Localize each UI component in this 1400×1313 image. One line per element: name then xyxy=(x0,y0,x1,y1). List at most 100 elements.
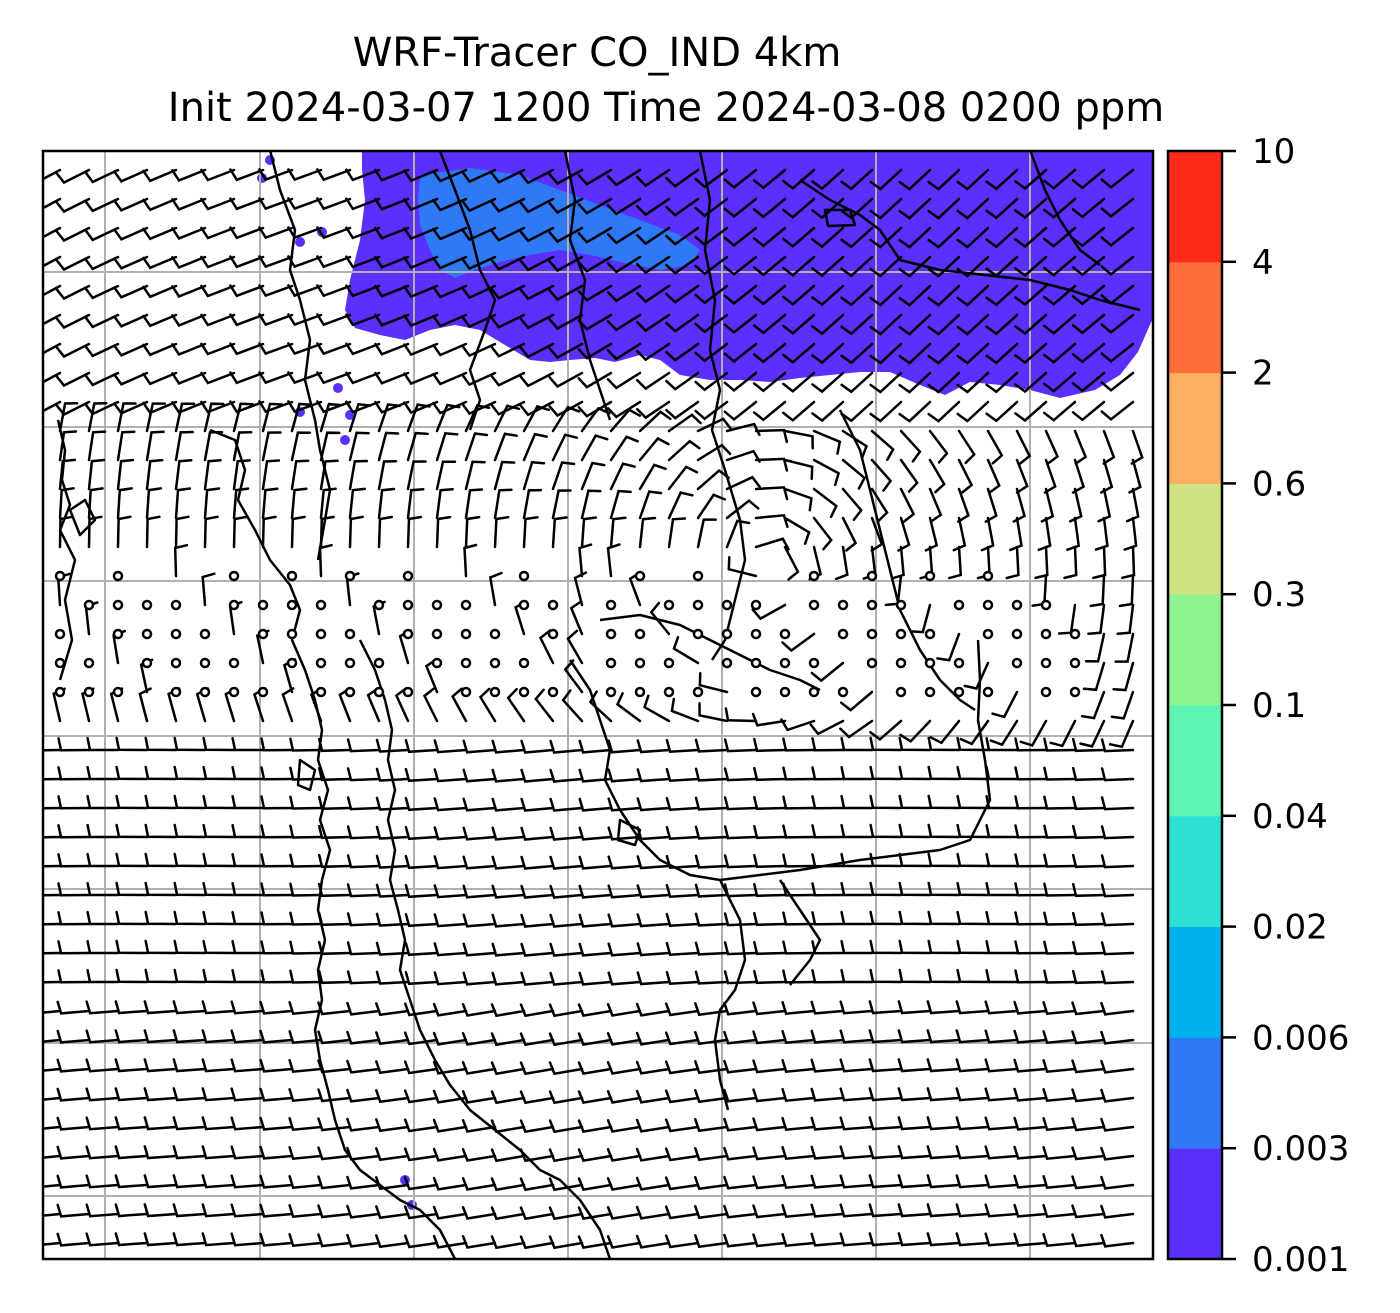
wind-barb xyxy=(956,168,990,191)
wind-barb xyxy=(1082,661,1106,692)
wind-barb xyxy=(869,736,903,752)
wind-barb xyxy=(578,826,613,841)
calm-wind-marker xyxy=(1040,599,1052,611)
wind-barb xyxy=(955,1087,990,1102)
wind-barb xyxy=(898,371,932,394)
wind-barb xyxy=(963,661,990,690)
wind-barb xyxy=(956,823,990,839)
wind-barb xyxy=(956,284,990,307)
wind-barb xyxy=(346,1030,381,1045)
wind-barb xyxy=(319,431,341,462)
wind-barb xyxy=(490,1235,526,1250)
wind-barb xyxy=(114,1000,149,1015)
calm-wind-marker xyxy=(721,599,733,611)
wind-barb xyxy=(751,603,787,621)
wind-barb xyxy=(1014,940,1048,955)
wind-barb xyxy=(404,825,439,841)
wind-barb xyxy=(435,488,454,520)
wind-barb xyxy=(403,1176,439,1191)
wind-barb xyxy=(606,168,642,187)
wind-barb xyxy=(635,1089,671,1104)
wind-barb xyxy=(1014,969,1048,984)
calm-wind-marker xyxy=(402,599,414,611)
wind-barb xyxy=(461,1003,497,1017)
wind-barb xyxy=(375,854,410,869)
wind-barb xyxy=(231,823,265,839)
wind-barb xyxy=(980,516,995,552)
wind-barb xyxy=(578,543,593,578)
wind-barb xyxy=(432,1031,468,1046)
wind-barb xyxy=(1049,719,1077,748)
calm-wind-marker xyxy=(779,657,791,669)
wind-barb xyxy=(696,443,732,462)
wind-barb xyxy=(723,1088,758,1103)
wind-barb xyxy=(201,1232,236,1247)
wind-barb xyxy=(201,1029,236,1044)
border-line xyxy=(838,409,976,712)
wind-barb xyxy=(840,168,874,191)
wind-barb xyxy=(580,489,602,520)
wind-barb xyxy=(202,794,236,810)
wind-barb xyxy=(143,1000,178,1015)
calm-wind-marker xyxy=(1069,686,1081,698)
wind-barb xyxy=(1071,766,1106,782)
wind-barb xyxy=(985,794,1019,810)
wind-barb xyxy=(1014,313,1048,336)
wind-barb xyxy=(812,429,842,455)
wind-barb xyxy=(782,882,816,897)
calm-wind-marker xyxy=(895,599,907,611)
wind-barb xyxy=(113,168,149,183)
calm-wind-marker xyxy=(170,599,182,611)
wind-barb xyxy=(290,515,306,549)
wind-barb xyxy=(724,707,758,723)
wind-barb xyxy=(290,487,308,520)
wind-barb xyxy=(145,515,161,549)
wind-barb xyxy=(897,1232,932,1247)
wind-barb xyxy=(200,342,236,356)
wind-barb xyxy=(723,1059,758,1074)
wind-barb xyxy=(43,226,62,239)
wind-barb xyxy=(1042,226,1077,248)
wind-barb xyxy=(348,402,372,433)
wind-barb xyxy=(260,969,294,984)
wind-barb xyxy=(258,255,294,269)
wind-barb xyxy=(869,400,903,423)
wind-barb xyxy=(316,226,352,240)
wind-barb xyxy=(563,659,584,694)
wind-barb xyxy=(522,460,546,491)
wind-barb xyxy=(1100,1117,1135,1132)
wind-barb xyxy=(725,519,751,549)
wind-barb xyxy=(55,371,91,388)
wind-barb xyxy=(840,197,874,220)
wind-barb xyxy=(377,459,398,491)
wind-barb xyxy=(752,1204,787,1219)
wind-barb xyxy=(1042,1059,1077,1074)
wind-barb xyxy=(43,1125,62,1130)
calm-wind-marker xyxy=(605,657,617,669)
wind-barb xyxy=(723,371,758,393)
wind-barb xyxy=(142,313,178,328)
wind-barb xyxy=(840,284,874,307)
wind-barb xyxy=(723,1030,758,1045)
wind-barb xyxy=(956,939,990,955)
wind-barb xyxy=(723,226,758,248)
wind-barb xyxy=(551,516,568,549)
wind-barb xyxy=(287,226,323,240)
wind-barb xyxy=(989,719,1019,747)
wind-barb xyxy=(985,881,1019,897)
wind-barb xyxy=(493,488,513,520)
wind-barb xyxy=(287,255,323,269)
wind-barb xyxy=(664,1176,700,1191)
wind-barb xyxy=(56,1116,91,1131)
wind-barb xyxy=(577,1177,613,1191)
wind-barb xyxy=(461,226,497,242)
wind-barb xyxy=(287,371,323,385)
wind-barb xyxy=(1071,313,1106,335)
title-line-1: WRF-Tracer CO_IND 4km xyxy=(353,30,842,76)
wind-barb xyxy=(232,402,254,433)
wind-barb xyxy=(317,1059,352,1074)
wind-barb xyxy=(203,487,221,520)
calm-wind-marker xyxy=(199,628,211,640)
wind-barb xyxy=(346,1175,381,1190)
wind-barb xyxy=(1100,854,1135,869)
